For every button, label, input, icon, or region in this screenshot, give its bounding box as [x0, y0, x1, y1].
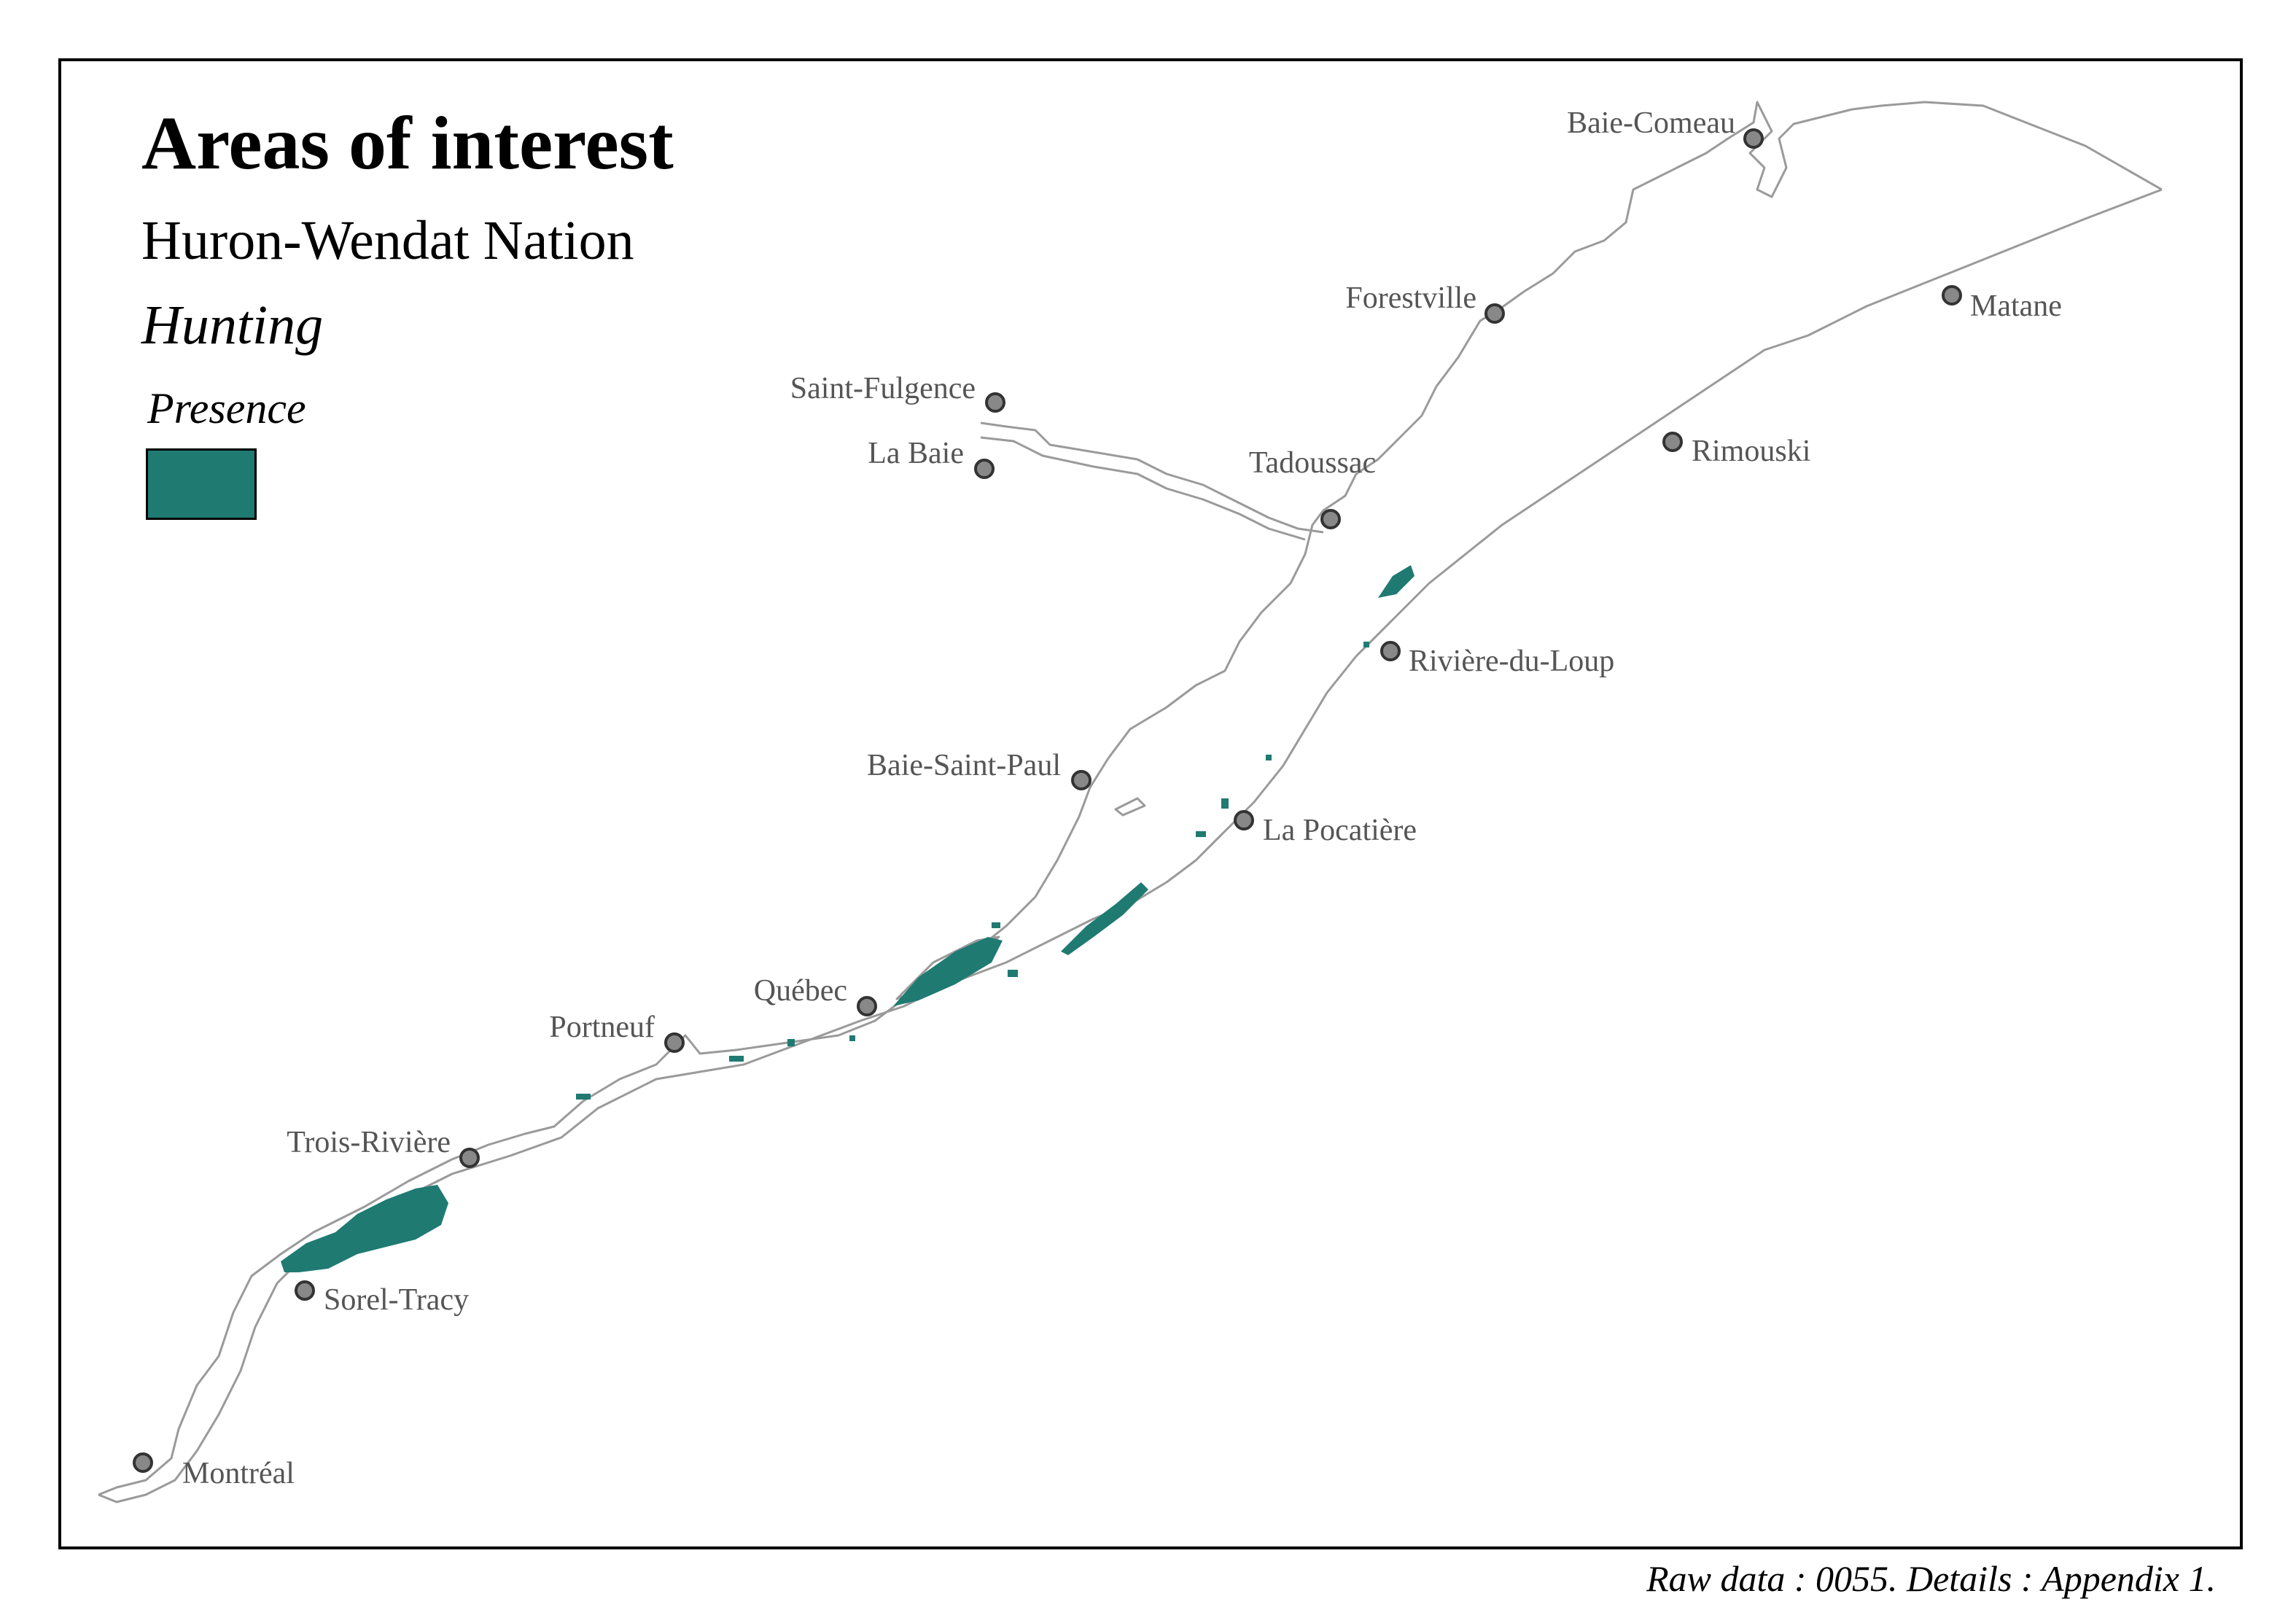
- presence-areas: [281, 565, 1414, 1272]
- map-subtitle: Huron-Wendat Nation: [141, 210, 634, 271]
- activity-label: Hunting: [141, 295, 324, 356]
- city-label-baie-saint-paul: Baie-Saint-Paul: [867, 749, 1061, 782]
- presence-area-small-9: [992, 922, 1000, 928]
- city-marker-saint-fulgence: [985, 392, 1005, 413]
- map-frame: [58, 58, 2243, 1549]
- presence-area-quebec: [893, 937, 1003, 1006]
- city-label-trois-riviere: Trois-Rivière: [287, 1126, 451, 1159]
- presence-area-small-8: [1008, 970, 1018, 977]
- city-label-forestville: Forestville: [1345, 281, 1476, 315]
- city-label-la-pocatiere: La Pocatière: [1263, 814, 1417, 847]
- legend-swatch: [146, 448, 257, 520]
- city-marker-la-pocatiere: [1234, 810, 1254, 830]
- city-label-matane: Matane: [1970, 289, 2062, 323]
- presence-area-cacouna: [1378, 565, 1414, 598]
- presence-area-small-7: [1363, 642, 1369, 647]
- city-marker-montreal: [133, 1452, 153, 1473]
- city-label-portneuf: Portneuf: [549, 1011, 655, 1044]
- presence-area-south-shore: [1061, 882, 1148, 955]
- city-marker-forestville: [1484, 303, 1505, 324]
- city-label-baie-comeau: Baie-Comeau: [1567, 106, 1735, 140]
- city-label-montreal: Montréal: [182, 1457, 295, 1490]
- city-marker-baie-comeau: [1743, 128, 1764, 149]
- city-marker-la-baie: [974, 459, 995, 479]
- city-marker-sorel-tracy: [295, 1280, 315, 1301]
- city-markers: Baie-Comeau Forestville Matane Saint-Fulgen…: [133, 106, 2062, 1490]
- city-label-quebec: Québec: [754, 974, 847, 1008]
- city-label-riviere-du-loup: Rivière-du-Loup: [1409, 645, 1614, 678]
- city-marker-baie-saint-paul: [1071, 770, 1091, 790]
- city-marker-matane: [1942, 285, 1962, 306]
- island-coudres: [1114, 797, 1146, 817]
- city-marker-riviere-du-loup: [1380, 641, 1401, 661]
- presence-area-small-1: [576, 1094, 591, 1100]
- city-marker-trois-riviere: [459, 1148, 480, 1168]
- presence-area-lac-saint-pierre: [281, 1185, 448, 1272]
- city-label-rimouski: Rimouski: [1692, 435, 1810, 468]
- presence-area-small-4: [1196, 831, 1206, 837]
- presence-area-small-6: [1266, 755, 1272, 760]
- city-label-tadoussac: Tadoussac: [1249, 446, 1376, 480]
- source-caption: Raw data : 0055. Details : Appendix 1.: [1646, 1558, 2216, 1599]
- presence-area-small-10: [849, 1035, 855, 1041]
- legend-title: Presence: [147, 384, 306, 432]
- city-label-saint-fulgence: Saint-Fulgence: [790, 372, 976, 405]
- presence-area-small-2: [729, 1056, 744, 1062]
- south-shore-coastline: [98, 188, 2163, 1503]
- city-marker-rimouski: [1662, 432, 1683, 452]
- city-marker-tadoussac: [1320, 509, 1341, 529]
- city-marker-quebec: [857, 996, 877, 1016]
- city-marker-portneuf: [664, 1032, 685, 1053]
- saguenay-coastline: [980, 421, 1324, 541]
- city-label-sorel-tracy: Sorel-Tracy: [324, 1283, 469, 1317]
- presence-area-small-3: [787, 1039, 795, 1046]
- city-label-la-baie: La Baie: [868, 437, 964, 470]
- map-title: Areas of interest: [141, 101, 674, 185]
- presence-area-small-5: [1221, 798, 1229, 809]
